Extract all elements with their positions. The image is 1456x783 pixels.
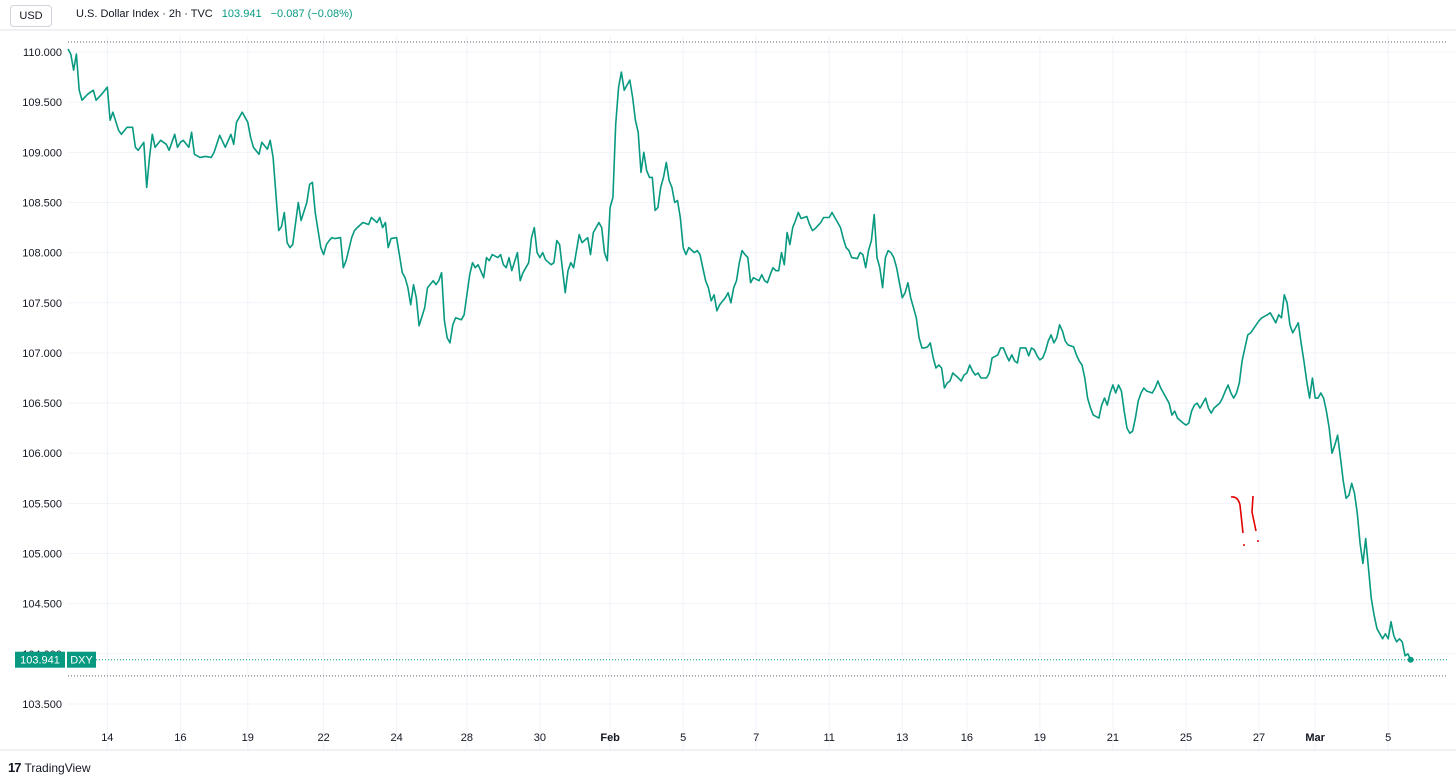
y-tick-label: 107.500 [22,298,62,310]
x-tick-label: 21 [1107,732,1119,744]
x-axis[interactable]: 14161922242830Feb5711131619212527Mar57 [0,732,1456,751]
y-tick-label: 106.500 [22,398,62,410]
x-tick-label: 14 [101,732,113,744]
x-tick-label: 7 [753,732,759,744]
price-tag-value: 103.941 [20,655,60,667]
x-tick-label: 16 [961,732,973,744]
y-tick-label: 108.000 [22,248,62,260]
y-tick-label: 106.000 [22,448,62,460]
price-change-value: −0.087 (−0.08%) [270,8,353,20]
y-tick-label: 109.500 [22,97,62,109]
annotation-stroke-2 [1251,495,1257,532]
x-tick-label: Mar [1305,732,1325,744]
y-tick-label: 109.000 [22,147,62,159]
x-tick-label: 28 [461,732,473,744]
drawing-annotation[interactable] [1230,495,1259,546]
x-tick-label: 5 [680,732,686,744]
x-tick-label: 22 [317,732,329,744]
last-price-tag: 103.941 DXY [15,651,96,668]
symbol-tag-box [67,651,96,668]
x-tick-label: 16 [174,732,186,744]
y-tick-label: 105.500 [22,498,62,510]
tradingview-logo-icon: 17 [8,760,22,775]
annotation-dot-1 [1243,544,1245,546]
y-tick-label: 104.500 [22,599,62,611]
last-price-value: 103.941 [221,8,262,20]
y-tick-label: 103.500 [22,699,62,711]
x-tick-label: 25 [1180,732,1192,744]
x-tick-label: 19 [242,732,254,744]
x-tick-label: 27 [1253,732,1265,744]
currency-selector[interactable]: USD [10,5,52,27]
y-tick-label: 105.000 [22,549,62,561]
symbol-tag-label: DXY [70,655,93,667]
y-tick-label: 108.500 [22,197,62,209]
grid [0,29,1456,750]
x-tick-label: 13 [896,732,908,744]
series-line [67,48,1412,661]
brand-name: TradingView [24,760,91,775]
last-point-marker [1407,656,1414,663]
x-tick-label: 11 [824,732,835,744]
series-legend: U.S. Dollar Index · 2h · TVC 103.941 −0.… [76,8,353,20]
tradingview-brand[interactable]: 17 TradingView [8,760,91,775]
level-lines [68,41,1448,677]
y-axis[interactable]: 103.500104.000104.500105.000105.500106.0… [22,47,62,711]
x-tick-label: 30 [534,732,546,744]
x-tick-label: Feb [600,732,620,744]
y-tick-label: 107.000 [22,348,62,360]
price-tag-box [15,651,65,668]
y-tick-label: 110.000 [23,47,62,59]
x-tick-label: 19 [1034,732,1046,744]
series-layer [67,48,1414,663]
annotation-stroke-1 [1230,496,1244,534]
instrument-title[interactable]: U.S. Dollar Index · 2h · TVC [76,8,213,20]
x-tick-label: 5 [1385,732,1391,744]
annotation-dot-2 [1257,540,1259,542]
x-tick-label: 24 [391,732,403,744]
